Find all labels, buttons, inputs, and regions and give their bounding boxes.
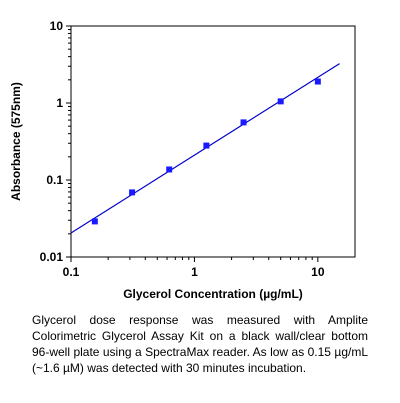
- y-axis-ticks: 0.01 0.1 1 10: [40, 19, 71, 264]
- y-tick-label: 0.1: [46, 173, 63, 187]
- y-tick-label: 1: [56, 96, 63, 110]
- data-point: [166, 166, 173, 173]
- data-series: [70, 63, 340, 234]
- x-tick-label: 0.1: [63, 265, 80, 279]
- plot-frame: [70, 25, 356, 258]
- data-point: [314, 78, 321, 85]
- y-tick-label: 10: [50, 19, 64, 33]
- x-tick-label: 10: [311, 265, 325, 279]
- data-point: [240, 119, 247, 126]
- x-tick-label: 1: [191, 265, 198, 279]
- data-point: [277, 98, 284, 105]
- figure-caption: Glycerol dose response was measured with…: [32, 313, 368, 375]
- x-axis-ticks: 0.1 1 10: [63, 257, 325, 279]
- y-axis-title: Absorbance (575nm): [9, 82, 23, 201]
- y-tick-label: 0.01: [40, 250, 64, 264]
- x-axis-title: Glycerol Concentration (µg/mL): [123, 287, 303, 301]
- data-point: [129, 189, 136, 196]
- data-point: [203, 142, 210, 149]
- data-point: [91, 218, 98, 225]
